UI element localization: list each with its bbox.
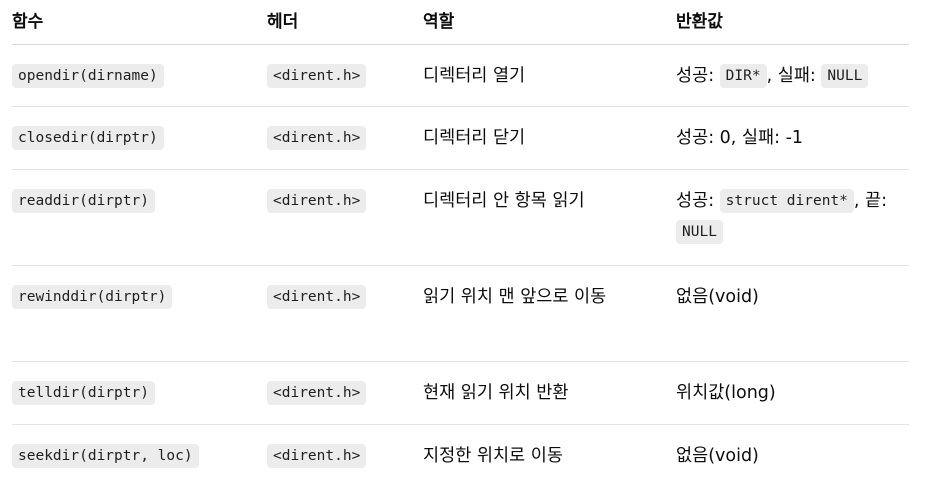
return-prefix: 성공:	[676, 191, 720, 211]
function-code: closedir(dirptr)	[12, 126, 164, 150]
table-row: closedir(dirptr) <dirent.h> 디렉터리 닫기 성공: …	[12, 107, 909, 170]
return-cell: 없음(void)	[676, 446, 759, 466]
header-code: <dirent.h>	[267, 381, 367, 405]
function-code: opendir(dirname)	[12, 64, 164, 88]
header-code: <dirent.h>	[267, 126, 367, 150]
table-row: rewinddir(dirptr) <dirent.h> 읽기 위치 맨 앞으로…	[12, 266, 909, 362]
table-row: telldir(dirptr) <dirent.h> 현재 읽기 위치 반환 위…	[12, 362, 909, 425]
function-cell: telldir(dirptr)	[12, 362, 267, 424]
function-cell: closedir(dirptr)	[12, 107, 267, 169]
function-code: rewinddir(dirptr)	[12, 285, 173, 309]
table-header-row: 함수 헤더 역할 반환값	[12, 0, 909, 45]
table-row: opendir(dirname) <dirent.h> 디렉터리 열기 성공: …	[12, 45, 909, 107]
header-cell: <dirent.h>	[267, 266, 423, 361]
role-cell: 읽기 위치 맨 앞으로 이동	[423, 287, 607, 307]
function-code: seekdir(dirptr, loc)	[12, 444, 199, 468]
role-cell: 지정한 위치로 이동	[423, 446, 563, 466]
return-cell: 위치값(long)	[676, 383, 776, 403]
return-cell: 없음(void)	[676, 287, 759, 307]
column-header-return: 반환값	[676, 11, 723, 32]
header-code: <dirent.h>	[267, 444, 367, 468]
return-code: NULL	[821, 64, 869, 88]
header-cell: <dirent.h>	[267, 425, 423, 493]
header-cell: <dirent.h>	[267, 362, 423, 424]
role-cell: 디렉터리 닫기	[423, 128, 526, 148]
column-header-function: 함수	[12, 11, 44, 32]
header-code: <dirent.h>	[267, 189, 367, 213]
role-cell: 디렉터리 열기	[423, 66, 526, 86]
return-cell: 성공: struct dirent*, 끝: NULL	[676, 170, 909, 265]
header-code: <dirent.h>	[267, 64, 367, 88]
function-code: readdir(dirptr)	[12, 189, 155, 213]
role-cell: 현재 읽기 위치 반환	[423, 383, 569, 403]
table-row: seekdir(dirptr, loc) <dirent.h> 지정한 위치로 …	[12, 425, 909, 493]
column-header-header: 헤더	[267, 11, 299, 32]
header-code: <dirent.h>	[267, 285, 367, 309]
header-cell: <dirent.h>	[267, 170, 423, 265]
role-cell: 디렉터리 안 항목 읽기	[423, 191, 585, 211]
return-cell: 성공: DIR*, 실패: NULL	[676, 45, 909, 106]
function-cell: opendir(dirname)	[12, 45, 267, 106]
return-code: NULL	[676, 220, 723, 244]
return-mid: , 실패:	[766, 66, 822, 86]
return-prefix: 성공:	[676, 66, 720, 86]
table-row: readdir(dirptr) <dirent.h> 디렉터리 안 항목 읽기 …	[12, 170, 909, 266]
function-code: telldir(dirptr)	[12, 381, 155, 405]
header-cell: <dirent.h>	[267, 45, 423, 106]
function-cell: readdir(dirptr)	[12, 170, 267, 265]
return-code: DIR*	[719, 64, 767, 88]
header-cell: <dirent.h>	[267, 107, 423, 169]
return-code: struct dirent*	[719, 189, 854, 213]
function-table: 함수 헤더 역할 반환값 opendir(dirname) <dirent.h>…	[12, 0, 909, 493]
function-cell: seekdir(dirptr, loc)	[12, 425, 267, 493]
return-cell: 성공: 0, 실패: -1	[676, 128, 804, 148]
column-header-role: 역할	[423, 11, 455, 32]
return-mid: , 끝:	[853, 191, 888, 211]
function-cell: rewinddir(dirptr)	[12, 266, 267, 361]
